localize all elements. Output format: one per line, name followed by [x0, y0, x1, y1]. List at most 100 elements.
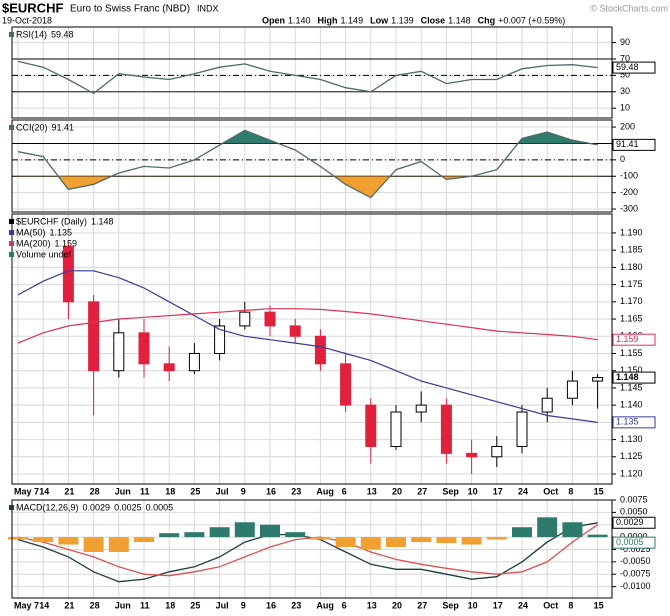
- candle-body: [138, 332, 150, 365]
- x-tick-label: Aug: [316, 486, 334, 496]
- y-tick-label: 90: [620, 37, 630, 47]
- quote-label: Open: [262, 15, 285, 25]
- value-badge: [612, 138, 656, 151]
- y-tick-label: 1.145: [620, 382, 643, 392]
- legend-text: 1.159: [55, 238, 78, 248]
- histogram-bar: [562, 522, 583, 538]
- threshold-fill: [18, 176, 598, 198]
- value-badge-text: 91.41: [616, 139, 639, 149]
- x-tick-label: May 7: [14, 486, 39, 496]
- x-tick-label: 20: [392, 486, 402, 496]
- x-tick-label: 18: [165, 486, 175, 496]
- quote-value: +0.007 (+0.59%): [498, 15, 565, 25]
- candle-body: [340, 363, 352, 406]
- legend-text: 1.148: [91, 216, 114, 226]
- y-tick-label: 10: [620, 103, 630, 113]
- x-tick-label: 17: [493, 600, 503, 610]
- quote-label: Low: [370, 15, 389, 25]
- y-tick-label: 0: [620, 154, 625, 164]
- x-tick-label: 21: [64, 486, 74, 496]
- x-tick-label: 11: [140, 600, 150, 610]
- candle-body: [314, 335, 326, 365]
- panel-frame: [11, 119, 613, 213]
- candle-body: [365, 404, 377, 447]
- histogram-bar: [436, 537, 457, 544]
- value-badge-text: 1.135: [616, 417, 639, 427]
- x-tick-label: 16: [266, 600, 276, 610]
- legend-text: Volume undef: [16, 249, 72, 259]
- panel-frame: [11, 499, 613, 599]
- histogram-bar: [209, 527, 230, 538]
- series-line: [17, 524, 598, 577]
- histogram-bar: [587, 534, 608, 538]
- y-tick-label: 1.165: [620, 313, 643, 323]
- x-tick-label: May 7: [14, 600, 39, 610]
- candle-body: [516, 411, 528, 447]
- x-tick-label: 28: [90, 600, 100, 610]
- x-tick-label: Sep: [442, 486, 459, 496]
- candle-body: [566, 380, 578, 399]
- histogram-bar: [33, 537, 54, 543]
- y-tick-label: 1.150: [620, 365, 643, 375]
- threshold-fill: [222, 130, 590, 144]
- quote-label: Close: [421, 15, 446, 25]
- date: 19-Oct-2018: [2, 15, 52, 25]
- candle-body: [113, 332, 125, 372]
- quote-value: 1.140: [288, 15, 311, 25]
- y-tick-label: -300: [620, 203, 638, 213]
- legend-marker: [9, 32, 14, 37]
- x-tick-label: 13: [367, 600, 377, 610]
- y-tick-label: 1.190: [620, 227, 643, 237]
- quote-label: Chg: [478, 15, 496, 25]
- y-tick-label: 1.155: [620, 348, 643, 358]
- value-badge-text: 1.148: [616, 372, 639, 382]
- moving-average: [17, 308, 598, 344]
- candle-body: [466, 452, 478, 458]
- y-tick-label: 50: [620, 70, 630, 80]
- moving-average: [17, 270, 598, 423]
- histogram-bar: [58, 537, 79, 545]
- x-tick-label: Aug: [316, 600, 334, 610]
- candle-body: [592, 377, 604, 382]
- x-tick-label: 27: [417, 600, 427, 610]
- value-badge: [612, 371, 656, 384]
- x-tick-label: 6: [342, 486, 347, 496]
- value-badge: [612, 333, 656, 346]
- legend-text: 0.0005: [146, 502, 174, 512]
- legend-text: 1.135: [50, 227, 73, 237]
- y-tick-label: 1.125: [620, 451, 643, 461]
- legend-marker: [9, 505, 14, 510]
- x-tick-label: 25: [190, 486, 200, 496]
- value-badge-text: 59.48: [616, 62, 639, 72]
- histogram-bar: [461, 537, 482, 545]
- legend-text: 0.0025: [114, 502, 142, 512]
- x-tick-label: Oct: [543, 600, 558, 610]
- x-tick-label: Sep: [442, 600, 459, 610]
- candle-body: [289, 325, 301, 337]
- candle-body: [62, 246, 74, 303]
- legend-marker: [9, 125, 14, 130]
- histogram-bar: [335, 537, 356, 548]
- legend-marker: [9, 252, 14, 257]
- histogram-bar: [108, 537, 129, 552]
- candle-body: [163, 363, 175, 372]
- candle-body: [239, 311, 251, 327]
- legend-text: 0.0029: [83, 502, 111, 512]
- x-tick-label: 20: [392, 600, 402, 610]
- x-tick-label: 6: [342, 600, 347, 610]
- credit: © StockCharts.com: [590, 3, 668, 13]
- x-tick-label: 10: [468, 600, 478, 610]
- y-tick-label: -0.0075: [620, 569, 651, 579]
- value-badge-text: 0.0005: [616, 537, 644, 547]
- histogram-bar: [486, 537, 507, 540]
- x-tick-label: Jul: [216, 486, 229, 496]
- y-tick-label: -0.0050: [620, 556, 651, 566]
- legend-text: 59.48: [51, 29, 74, 39]
- legend-text: CCI(20): [16, 122, 48, 132]
- x-tick-label: 17: [493, 486, 503, 496]
- value-badge-text: 0.0029: [616, 517, 644, 527]
- quote-value: 1.139: [391, 15, 414, 25]
- histogram-bar: [411, 537, 432, 543]
- y-tick-label: 0.0075: [620, 494, 648, 504]
